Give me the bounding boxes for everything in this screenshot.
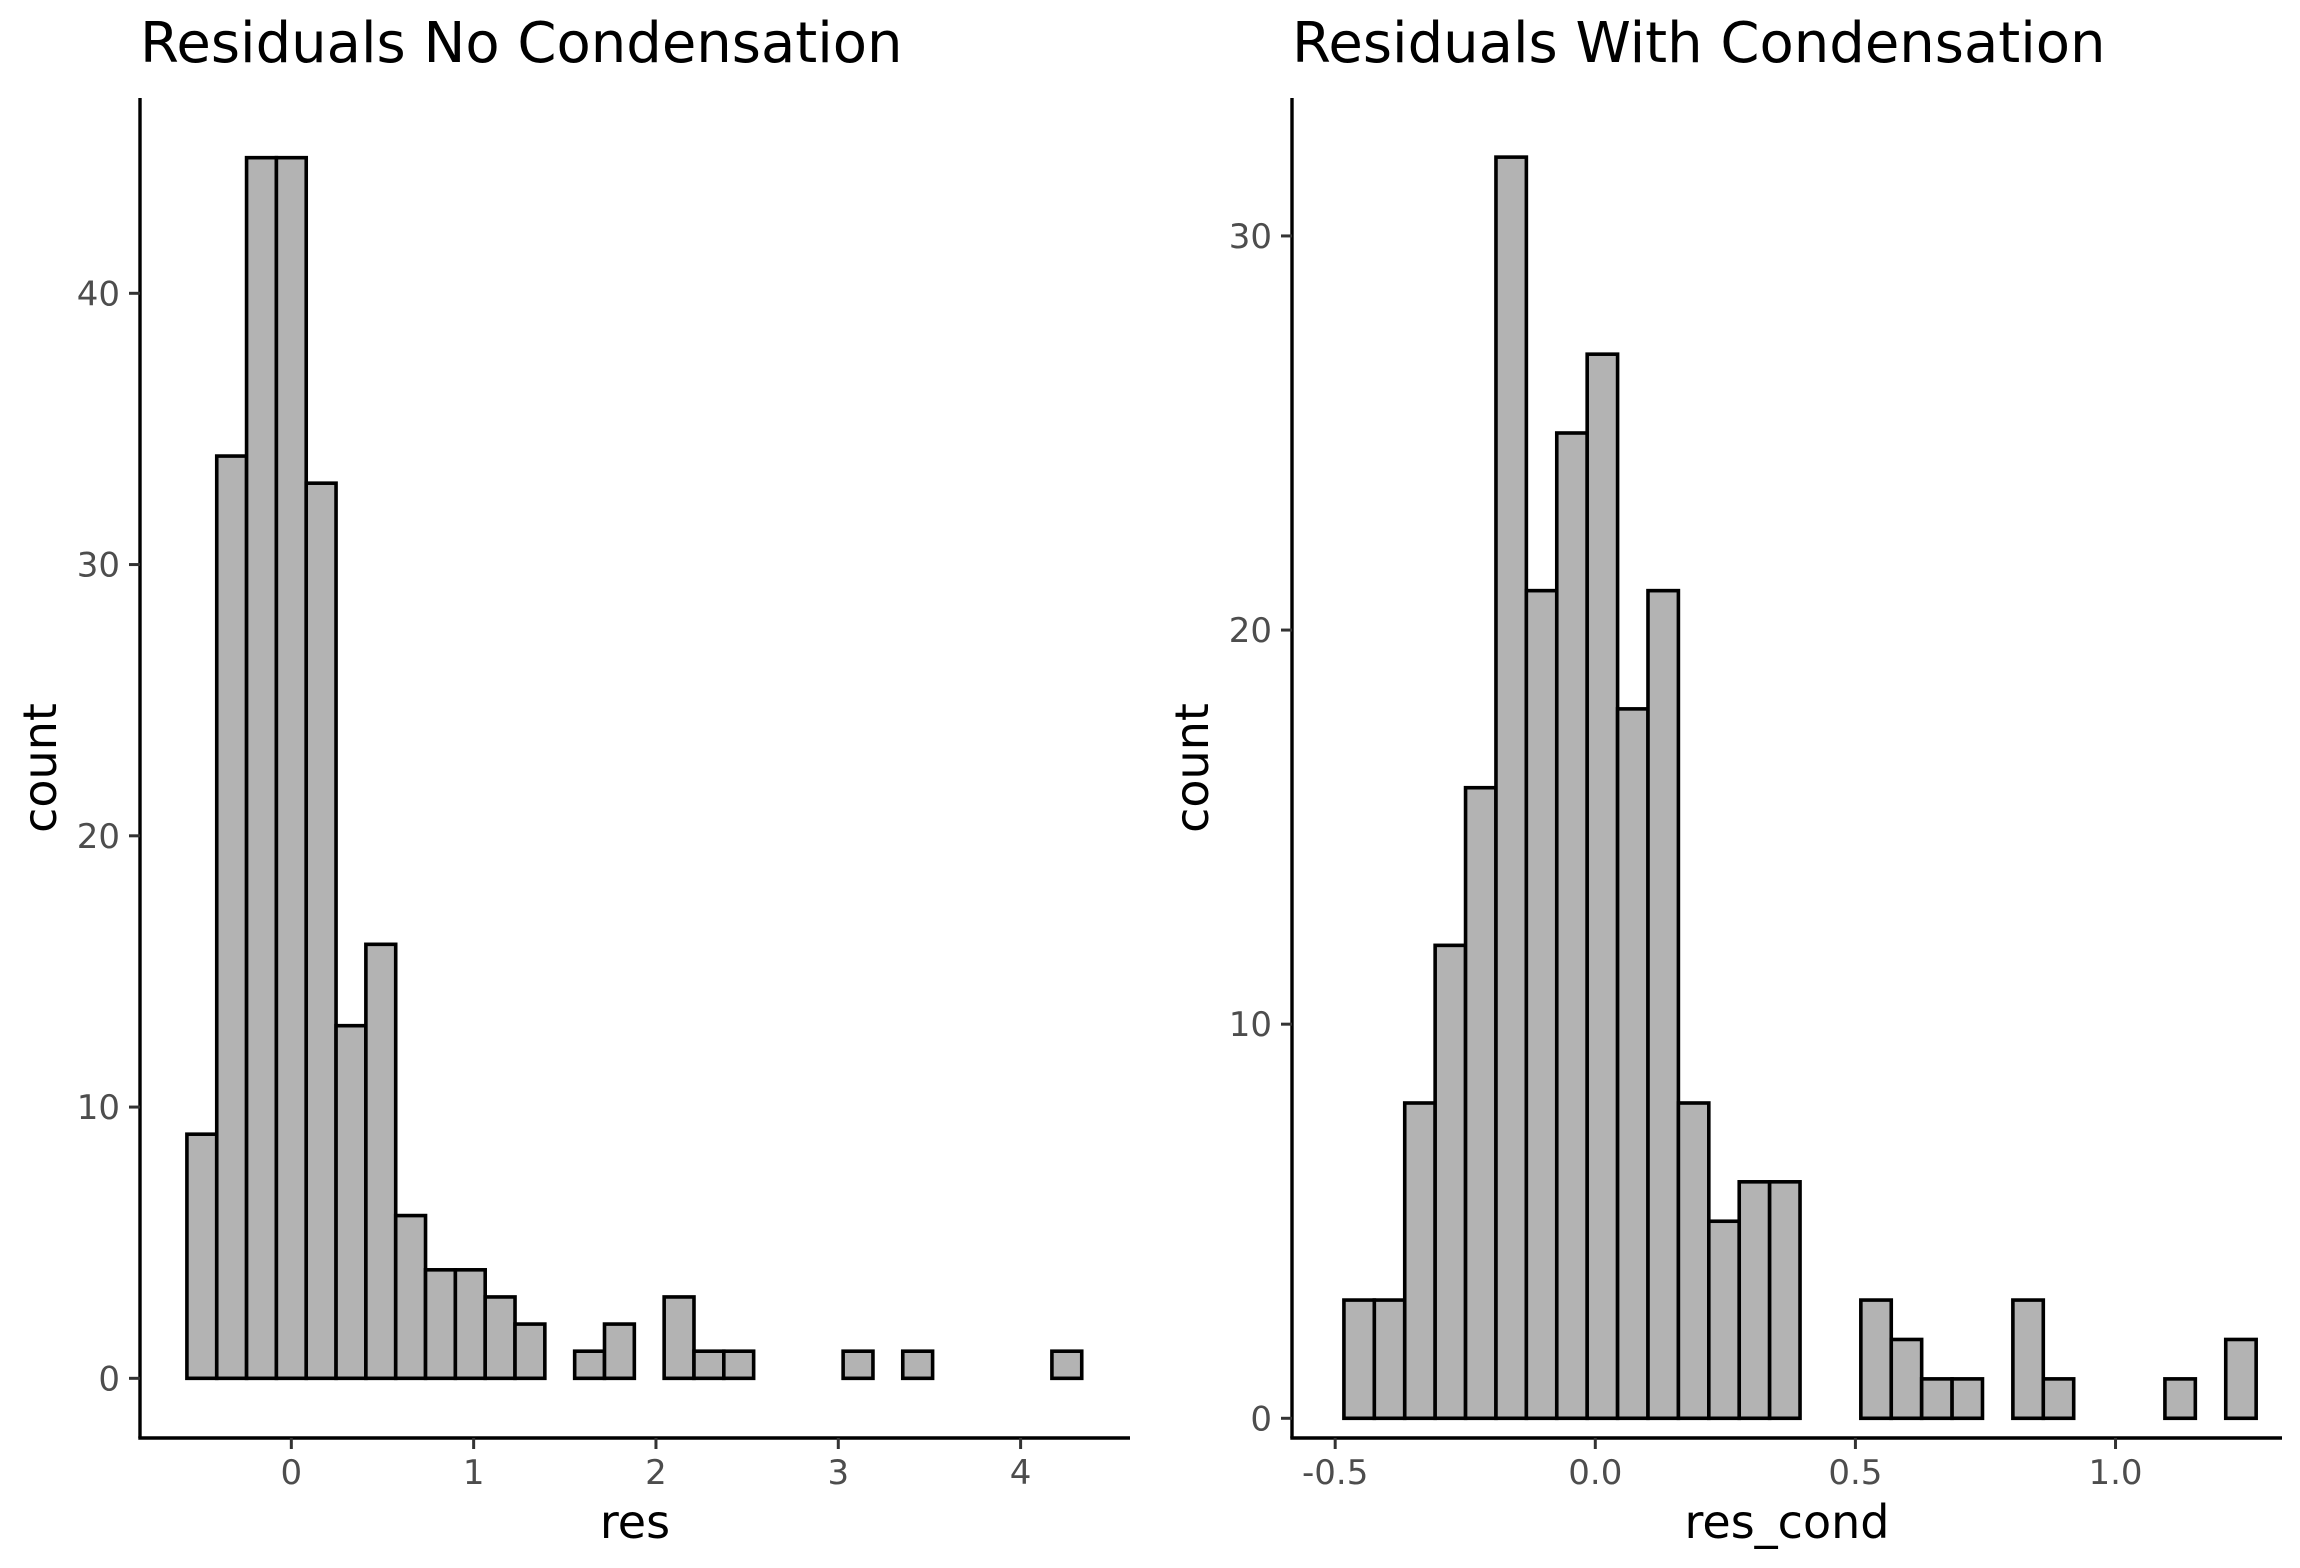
histogram-bar [334,1023,368,1381]
x-tick-label: 0.0 [1568,1453,1622,1493]
x-axis-ticks: 0 1 2 3 4 [281,1438,1032,1493]
histogram-bar [1524,588,1559,1421]
y-tick-label: 20 [77,817,120,857]
histogram-bar [513,1322,547,1381]
histogram-bar [841,1349,875,1381]
histogram-bar [1402,1101,1437,1421]
y-tick-label: 10 [77,1088,120,1128]
histogram-bar [1950,1377,1985,1421]
x-tick-label: 0.5 [1828,1453,1882,1493]
histogram-bar [1372,1298,1407,1421]
y-tick-label: 10 [1229,1005,1272,1045]
histogram-bar [1676,1101,1711,1421]
x-tick-label: 0 [281,1453,303,1493]
histogram-bar [1342,1298,1377,1421]
y-tick-label: 20 [1229,611,1272,651]
y-tick-label: 30 [1229,217,1272,257]
y-axis-ticks: 0 10 20 30 [1229,217,1292,1439]
histogram-bar [572,1349,607,1381]
histogram-bar [1889,1337,1924,1421]
histogram-bar [274,155,309,1381]
x-tick-label: 1 [463,1453,485,1493]
histogram-bar [692,1349,726,1381]
histogram-bar [1707,1219,1742,1421]
y-tick-label: 0 [98,1359,120,1399]
x-axis-title: res [600,1495,670,1549]
histogram-bar [1615,707,1650,1421]
histogram-bar [2011,1298,2046,1421]
histogram-bar [483,1295,517,1381]
histogram-bar [185,1132,219,1381]
histogram-bar [1433,943,1468,1421]
y-axis-ticks: 0 10 20 30 40 [77,274,140,1399]
chart-title: Residuals With Condensation [1292,11,2106,76]
histogram-bar [453,1268,487,1381]
histogram-bar [1554,431,1589,1421]
x-tick-label: 3 [827,1453,849,1493]
y-tick-label: 40 [77,274,120,314]
x-tick-label: -0.5 [1302,1453,1368,1493]
y-axis-title: count [1165,703,1219,833]
histogram-bar [1737,1180,1772,1421]
histogram-bar [662,1295,696,1381]
histogram-bar [2223,1337,2258,1421]
histogram-bars [185,155,1084,1381]
histogram-bar [1859,1298,1894,1421]
x-axis-title: res_cond [1685,1495,1890,1549]
histogram-bar [1463,785,1498,1421]
panel-residuals-with-condensation: Residuals With Condensation 0 10 20 30 -0.5… [1165,11,2282,1549]
histogram-bar [900,1349,935,1381]
histogram-bar [2163,1377,2198,1421]
y-tick-label: 0 [1250,1399,1272,1439]
histogram-bar [423,1268,458,1381]
histogram-bar [364,942,398,1381]
histogram-bar [1585,352,1620,1421]
histogram-bar [393,1213,428,1381]
histogram-bar [1767,1180,1802,1421]
histogram-bar [602,1322,637,1381]
x-tick-label: 4 [1010,1453,1032,1493]
histogram-bars [1342,155,2258,1421]
histogram-bar [1494,155,1529,1421]
panel-residuals-no-condensation: Residuals No Condensation 0 10 20 30 40 0 1 2 3… [13,11,1130,1549]
histogram-bar [304,481,338,1381]
histogram-bar [1050,1349,1084,1381]
histogram-bar [2041,1377,2076,1421]
y-tick-label: 30 [77,546,120,586]
histogram-bar [214,454,249,1381]
histogram-bar [1646,588,1681,1421]
chart-title: Residuals No Condensation [140,11,903,76]
histogram-bar [1919,1377,1954,1421]
histogram-bar [722,1349,756,1381]
x-axis-ticks: -0.5 0.0 0.5 1.0 [1302,1438,2143,1493]
x-tick-label: 2 [645,1453,667,1493]
y-axis-title: count [13,703,67,833]
histogram-bar [244,155,279,1381]
x-tick-label: 1.0 [2088,1453,2142,1493]
